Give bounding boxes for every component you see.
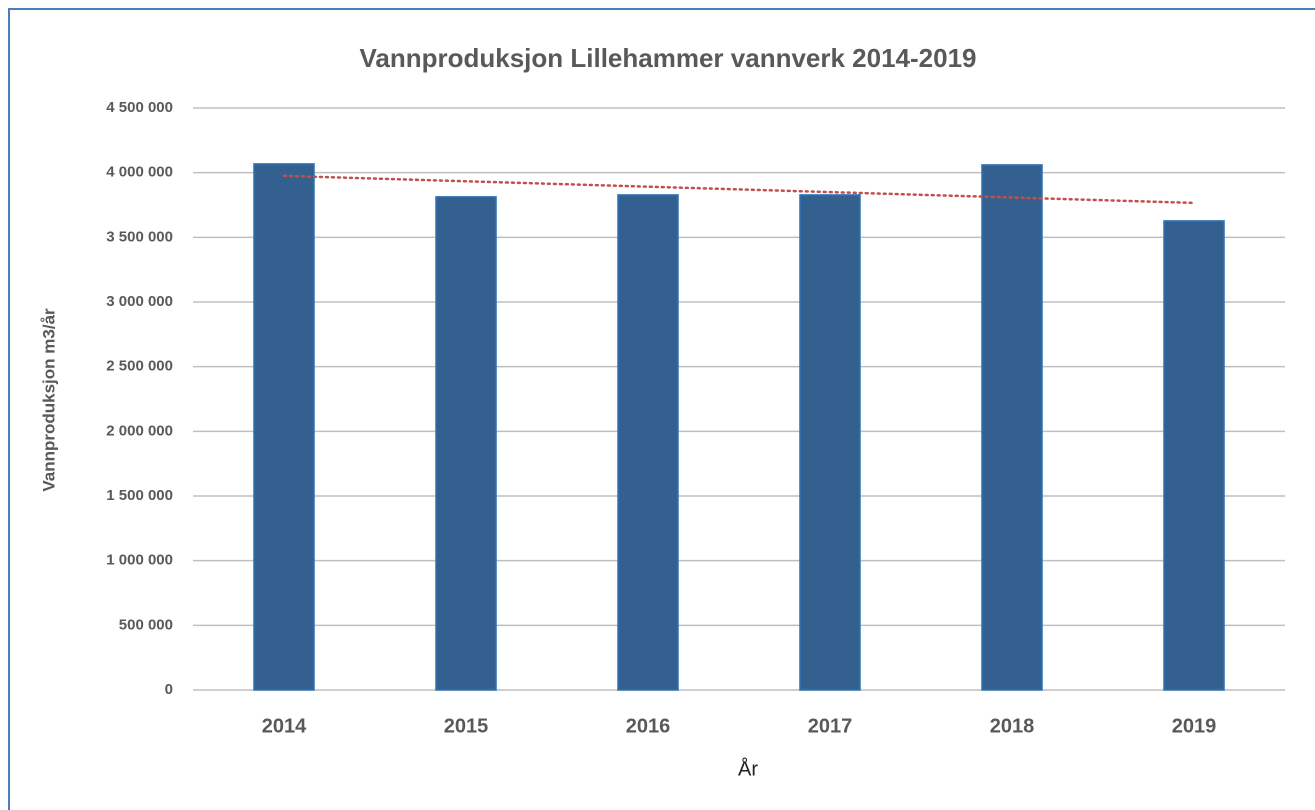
bar: [799, 194, 861, 691]
y-tick-label: 1 000 000: [106, 552, 173, 569]
bar: [1163, 220, 1225, 691]
chart-title: Vannproduksjon Lillehammer vannverk 2014…: [359, 43, 976, 73]
x-tick-label: 2015: [444, 715, 489, 737]
x-tick-label: 2018: [990, 715, 1035, 737]
trendline: [282, 174, 1196, 205]
y-tick-label: 2 500 000: [106, 358, 173, 375]
x-tick-label: 2017: [808, 715, 853, 737]
bar: [435, 196, 497, 691]
x-tick-label: 2019: [1172, 715, 1217, 737]
bar: [981, 164, 1043, 691]
x-tick-label: 2014: [262, 715, 307, 737]
y-tick-label: 500 000: [119, 616, 173, 633]
y-tick-label: 0: [165, 681, 173, 698]
y-tick-label: 1 500 000: [106, 487, 173, 504]
y-tick-label: 3 000 000: [106, 293, 173, 310]
y-tick-label: 4 500 000: [106, 99, 173, 116]
x-tick-label: 2016: [626, 715, 671, 737]
y-axis-label: Vannproduksjon m3/år: [39, 308, 58, 492]
x-axis-label: År: [738, 757, 758, 780]
y-tick-label: 4 000 000: [106, 164, 173, 181]
y-tick-label: 3 500 000: [106, 228, 173, 245]
bar: [617, 194, 679, 691]
y-tick-label: 2 000 000: [106, 422, 173, 439]
bar: [253, 163, 315, 691]
